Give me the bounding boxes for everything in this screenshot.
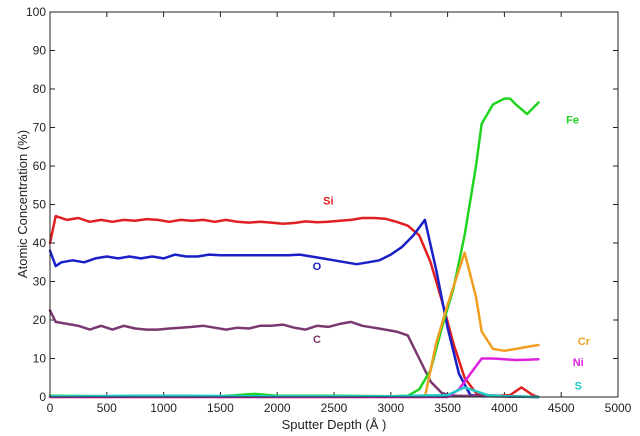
y-axis-ticks: 0 10 20 30 40 50 60 70 80 90 100 [26,5,618,404]
series-line-c [48,309,540,399]
x-axis-title: Sputter Depth (Å ) [282,417,387,432]
y-tick-label: 40 [33,236,47,250]
series-label-fe: Fe [566,115,579,127]
x-tick-label: 4000 [491,401,518,415]
plot-frame [49,11,619,398]
series-label-si: Si [323,196,333,208]
x-tick-label: 3000 [377,401,404,415]
y-tick-label: 0 [39,390,46,404]
x-tick-label: 1000 [150,401,177,415]
y-tick-label: 30 [33,275,47,289]
x-tick-label: 2500 [321,401,348,415]
series-line-fe [48,97,540,398]
x-tick-label: 3500 [434,401,461,415]
series-label-c: C [313,334,321,346]
x-tick-label: 4500 [548,401,575,415]
x-tick-label: 5000 [605,401,632,415]
series-labels: Si O C Fe Cr Ni S [313,115,591,393]
series-label-o: O [313,261,322,273]
series-label-ni: Ni [573,357,584,369]
y-tick-label: 20 [33,313,47,327]
series-line-s [48,386,540,399]
y-tick-label: 90 [33,44,47,58]
y-tick-label: 10 [33,352,47,366]
series-line-cr [48,251,540,399]
y-tick-label: 60 [33,159,47,173]
x-tick-label: 500 [97,401,117,415]
series-line-si [48,214,540,399]
y-tick-label: 50 [33,198,47,212]
series-label-s: S [575,380,582,392]
y-tick-label: 70 [33,121,47,135]
plot-lines [48,97,540,399]
y-tick-label: 80 [33,82,47,96]
y-axis-title: Atomic Concentration (%) [15,130,30,278]
series-label-cr: Cr [578,336,591,348]
x-axis-ticks: 0 500 1000 1500 2000 2500 3000 3500 4000 4500 5000 [47,12,632,415]
x-tick-label: 2000 [264,401,291,415]
y-tick-label: 100 [26,5,46,19]
series-line-o [48,218,540,399]
x-tick-label: 0 [47,401,54,415]
x-tick-label: 1500 [207,401,234,415]
